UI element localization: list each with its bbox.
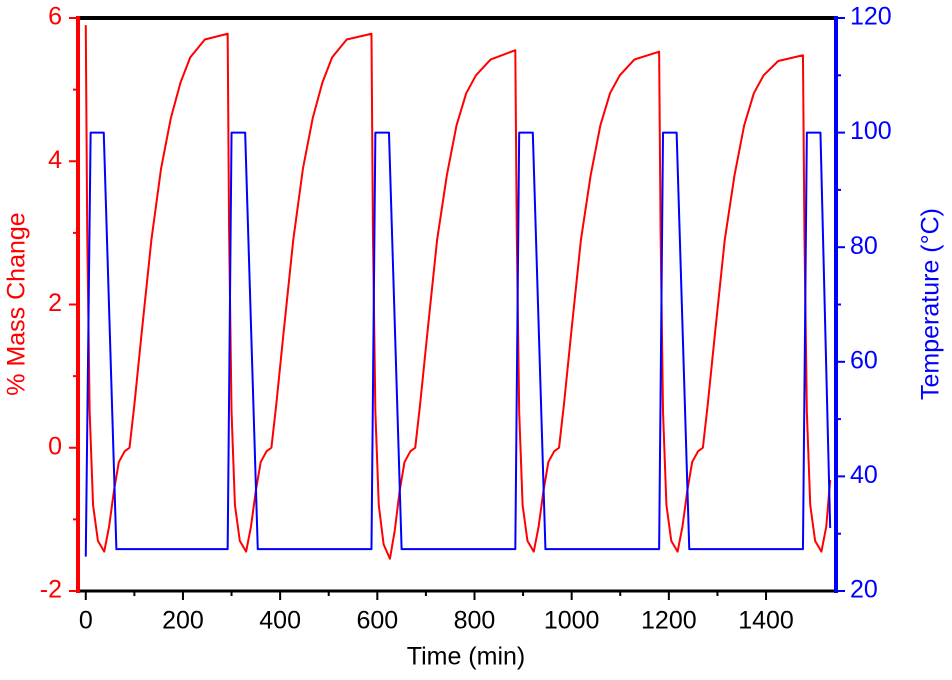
x-tick-label: 400 <box>259 607 301 635</box>
x-tick-label: 0 <box>79 607 93 635</box>
series-line <box>84 25 832 560</box>
y-tick-label: -2 <box>40 576 62 604</box>
x-tick-label: 600 <box>356 607 398 635</box>
y2-tick-label: 80 <box>850 232 878 260</box>
y-tick-label: 2 <box>48 289 62 317</box>
x-tick-label: 800 <box>454 607 496 635</box>
y-tick-label: 4 <box>48 146 62 174</box>
y2-tick-label: 120 <box>850 3 892 31</box>
x-tick-label: 1400 <box>738 607 794 635</box>
y2-tick-label: 40 <box>850 461 878 489</box>
series-line <box>84 131 832 557</box>
y-tick-label: 0 <box>48 432 62 460</box>
y2-tick-label: 100 <box>850 117 892 145</box>
x-axis-label: Time (min) <box>407 643 526 671</box>
y-tick-label: 6 <box>48 3 62 31</box>
y-axis-label: % Mass Change <box>3 212 31 395</box>
x-tick-label: 1200 <box>641 607 697 635</box>
y2-tick-label: 20 <box>850 576 878 604</box>
x-tick-label: 200 <box>162 607 204 635</box>
y2-axis-label: Temperature (°C) <box>917 208 945 400</box>
y2-tick-label: 60 <box>850 346 878 374</box>
x-tick-label: 1000 <box>544 607 600 635</box>
